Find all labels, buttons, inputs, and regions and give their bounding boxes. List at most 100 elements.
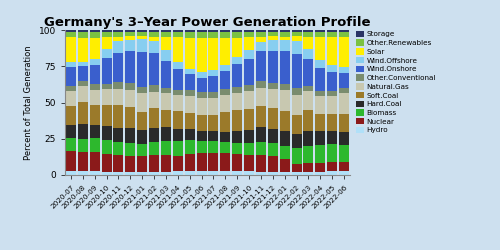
Bar xyxy=(316,96,326,114)
Bar xyxy=(149,86,159,92)
Bar xyxy=(327,65,337,72)
Bar xyxy=(268,82,278,89)
Bar xyxy=(184,140,194,154)
Bar xyxy=(339,162,349,171)
Bar xyxy=(304,110,314,131)
Bar xyxy=(126,36,136,40)
Bar xyxy=(196,38,206,72)
Bar xyxy=(220,30,230,32)
Bar xyxy=(184,128,194,140)
Bar xyxy=(173,32,183,37)
Bar xyxy=(268,108,278,129)
Bar xyxy=(232,30,242,32)
Y-axis label: Percent of Total Generation: Percent of Total Generation xyxy=(24,45,33,160)
Bar xyxy=(339,30,349,32)
Bar xyxy=(244,130,254,143)
Bar xyxy=(78,124,88,139)
Bar xyxy=(316,30,326,32)
Bar xyxy=(208,98,218,116)
Bar xyxy=(220,95,230,112)
Bar xyxy=(126,83,136,89)
Bar xyxy=(280,112,289,131)
Bar xyxy=(90,32,100,38)
Bar xyxy=(208,131,218,141)
Bar xyxy=(114,105,124,128)
Bar xyxy=(161,88,171,93)
Bar xyxy=(126,90,136,107)
Bar xyxy=(102,32,112,37)
Bar xyxy=(280,30,289,32)
Bar xyxy=(244,30,254,32)
Bar xyxy=(184,69,194,74)
Bar xyxy=(280,172,289,175)
Bar xyxy=(232,57,242,64)
Bar xyxy=(173,142,183,156)
Bar xyxy=(220,38,230,65)
Bar xyxy=(220,65,230,71)
Bar xyxy=(78,32,88,38)
Bar xyxy=(339,132,349,145)
Bar xyxy=(327,72,337,90)
Bar xyxy=(137,130,147,144)
Bar xyxy=(327,32,337,37)
Bar xyxy=(232,93,242,110)
Bar xyxy=(256,172,266,175)
Bar xyxy=(292,164,302,172)
Bar xyxy=(280,90,289,112)
Bar xyxy=(208,76,218,92)
Bar xyxy=(232,142,242,154)
Bar xyxy=(149,142,159,156)
Bar xyxy=(102,126,112,140)
Bar xyxy=(196,131,206,141)
Bar xyxy=(232,38,242,57)
Bar xyxy=(114,156,124,172)
Bar xyxy=(78,102,88,124)
Bar xyxy=(114,172,124,175)
Bar xyxy=(196,153,206,171)
Bar xyxy=(304,146,314,163)
Bar xyxy=(327,90,337,96)
Bar xyxy=(280,131,289,146)
Bar xyxy=(304,92,314,110)
Bar xyxy=(327,114,337,131)
Bar xyxy=(78,38,88,62)
Bar xyxy=(304,86,314,92)
Bar xyxy=(316,163,326,172)
Bar xyxy=(316,91,326,96)
Bar xyxy=(327,37,337,65)
Bar xyxy=(256,127,266,142)
Bar xyxy=(173,30,183,32)
Bar xyxy=(66,106,76,125)
Bar xyxy=(196,141,206,153)
Bar xyxy=(304,59,314,86)
Bar xyxy=(66,138,76,151)
Bar xyxy=(232,87,242,93)
Bar xyxy=(66,151,76,171)
Bar xyxy=(196,98,206,116)
Bar xyxy=(149,32,159,36)
Bar xyxy=(126,32,136,36)
Bar xyxy=(280,36,289,40)
Bar xyxy=(339,88,349,93)
Bar xyxy=(102,84,112,89)
Bar xyxy=(208,92,218,98)
Bar xyxy=(327,162,337,171)
Bar xyxy=(184,74,194,90)
Bar xyxy=(268,30,278,32)
Bar xyxy=(102,37,112,49)
Bar xyxy=(327,144,337,162)
Bar xyxy=(66,125,76,138)
Bar xyxy=(304,30,314,32)
Bar xyxy=(268,32,278,36)
Bar xyxy=(304,32,314,37)
Bar xyxy=(137,36,147,39)
Bar xyxy=(78,139,88,152)
Bar xyxy=(149,30,159,32)
Bar xyxy=(244,172,254,175)
Bar xyxy=(339,114,349,132)
Bar xyxy=(268,89,278,108)
Bar xyxy=(78,86,88,102)
Bar xyxy=(184,30,194,32)
Bar xyxy=(149,92,159,108)
Bar xyxy=(316,60,326,68)
